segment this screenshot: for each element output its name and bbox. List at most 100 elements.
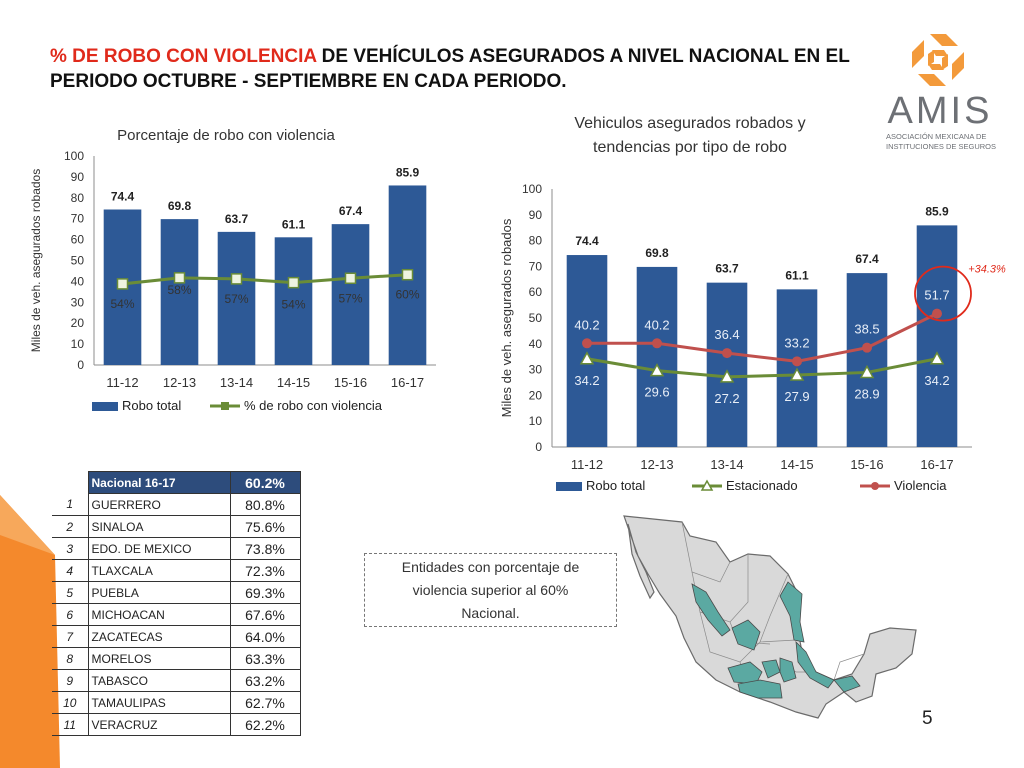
chart-y-tick-label: 10 [529, 414, 543, 428]
map-state-michoacan [727, 661, 763, 685]
chart-point-parked [649, 363, 665, 377]
chart-x-tick-label: 13-14 [220, 375, 253, 390]
chart-x-tick-label: 13-14 [710, 457, 743, 472]
amis-logo-subtitle: ASOCIACIÓN MEXICANA DE INSTITUCIONES DE … [886, 132, 996, 152]
table-cell-rank: 3 [52, 537, 88, 560]
chart-data-label-parked: 34.2 [574, 373, 599, 388]
table-header-rank [52, 472, 88, 494]
page-number: 5 [922, 708, 933, 729]
map-state-sinaloa [691, 583, 731, 637]
chart-bar-label: 69.8 [645, 246, 669, 260]
chart-y-tick-label: 40 [529, 337, 543, 351]
chart-point-violence-pct [401, 268, 414, 281]
chart-point-violence [722, 348, 732, 359]
chart-line-parked [586, 357, 938, 379]
table-cell-percentage: 75.6% [229, 515, 301, 538]
chart-data-label-violence: 40.2 [644, 317, 669, 332]
map-note-box: Entidades con porcentaje de violencia su… [364, 553, 617, 627]
table-row: 6 MICHOACAN 67.6% [52, 603, 301, 626]
chart-bar-label: 61.1 [282, 217, 306, 231]
table-cell-state: SINALOA [87, 515, 231, 538]
map-state-veracruz [795, 640, 835, 689]
chart-legend-label: % de robo con violencia [244, 398, 383, 413]
chart-title-line1: Vehiculos asegurados robados y [574, 115, 805, 132]
table-cell-percentage: 64.0% [229, 625, 301, 648]
table-cell-percentage: 80.8% [229, 493, 301, 516]
table-cell-state: TLAXCALA [87, 559, 231, 582]
chart-x-tick-label: 12-13 [640, 457, 673, 472]
chart-bar-label: 61.1 [785, 268, 809, 282]
chart-bar [916, 225, 958, 447]
table-cell-percentage: 63.3% [229, 647, 301, 670]
map-highlighted-states [691, 581, 861, 699]
chart-data-label-violence-pct: 58% [167, 283, 191, 297]
chart-bar [331, 224, 370, 365]
chart-bar-label: 67.4 [339, 204, 363, 218]
table-row: 4 TLAXCALA 72.3% [52, 559, 301, 582]
chart-bar-label: 63.7 [715, 262, 739, 276]
chart-data-label-parked: 27.2 [714, 391, 739, 406]
amis-logo-subtitle-line2: INSTITUCIONES DE SEGUROS [886, 142, 997, 151]
table-cell-state: TABASCO [87, 669, 231, 692]
chart-data-label-parked: 29.6 [644, 385, 669, 400]
mexico-map-icon [623, 515, 917, 719]
table-header-value: 60.2% [229, 471, 301, 494]
table-cell-state: GUERRERO [87, 493, 231, 516]
chart-bar-label: 69.8 [168, 199, 192, 213]
chart-point-violence [652, 338, 662, 349]
chart-y-tick-label: 90 [71, 170, 85, 184]
table-cell-rank: 8 [52, 647, 88, 670]
chart-y-tick-label: 40 [71, 274, 85, 288]
chart-y-tick-label: 80 [529, 234, 543, 248]
table-cell-rank: 11 [52, 713, 88, 736]
chart-legend-swatch-bar [556, 482, 582, 491]
chart-data-label-violence-pct: 57% [338, 291, 362, 305]
chart-data-label-parked: 34.2 [924, 373, 949, 388]
map-state-tabasco [833, 675, 861, 693]
slide-title: % DE ROBO CON VIOLENCIA DE VEHÍCULOS ASE… [50, 44, 870, 94]
chart-data-label-violence: 40.2 [574, 317, 599, 332]
chart-line-violence [587, 312, 938, 363]
map-state-zacatecas [731, 619, 761, 651]
table-header-row: Nacional 16-17 60.2% [52, 471, 301, 494]
table-header-label: Nacional 16-17 [87, 471, 231, 494]
chart-legend-marker [700, 479, 714, 491]
chart-y-axis-label: Miles de veh. asegurados robados [499, 218, 514, 417]
table-cell-state: ZACATECAS [87, 625, 231, 648]
chart-x-tick-label: 12-13 [163, 375, 196, 390]
chart-bar-label: 74.4 [111, 190, 135, 204]
chart-point-parked [789, 367, 805, 381]
chart-point-violence-pct [344, 272, 357, 285]
chart-x-tick-label: 15-16 [334, 375, 367, 390]
chart-y-tick-label: 30 [529, 363, 543, 377]
chart-legend-label: Estacionado [726, 478, 798, 493]
chart-x-tick-label: 15-16 [850, 457, 883, 472]
table-row: 1 GUERRERO 80.8% [52, 493, 301, 516]
chart-y-tick-label: 50 [529, 311, 543, 325]
table-cell-state: VERACRUZ [87, 713, 231, 736]
chart-bar-label: 63.7 [225, 212, 249, 226]
note-line3: Nacional. [461, 605, 520, 621]
chart-point-violence-pct [173, 272, 186, 284]
chart-point-parked [579, 351, 595, 365]
chart-line-violence-pct [122, 273, 408, 286]
chart-y-tick-label: 100 [64, 149, 84, 163]
chart-y-tick-label: 0 [535, 440, 542, 454]
table-cell-percentage: 72.3% [229, 559, 301, 582]
chart-point-violence-pct [230, 273, 243, 285]
chart-bar [636, 266, 678, 447]
chart-y-axis-label: Miles de veh. asegurados robados [29, 169, 43, 352]
chart-y-tick-label: 80 [71, 191, 85, 205]
table-row: 5 PUEBLA 69.3% [52, 581, 301, 604]
violence-percentage-chart: Porcentaje de robo con violencia Miles de… [29, 127, 436, 413]
chart-point-parked [859, 364, 875, 379]
table-cell-rank: 10 [52, 691, 88, 714]
table-cell-percentage: 62.7% [229, 691, 301, 714]
chart-point-violence [862, 342, 872, 353]
chart-point-violence [792, 356, 802, 367]
table-cell-state: MORELOS [87, 647, 231, 670]
chart-title-line2: tendencias por tipo de robo [593, 139, 787, 156]
chart-title: Porcentaje de robo con violencia [117, 127, 335, 144]
orange-corner-decoration [0, 495, 60, 768]
chart-data-label-violence-pct: 60% [395, 288, 419, 302]
